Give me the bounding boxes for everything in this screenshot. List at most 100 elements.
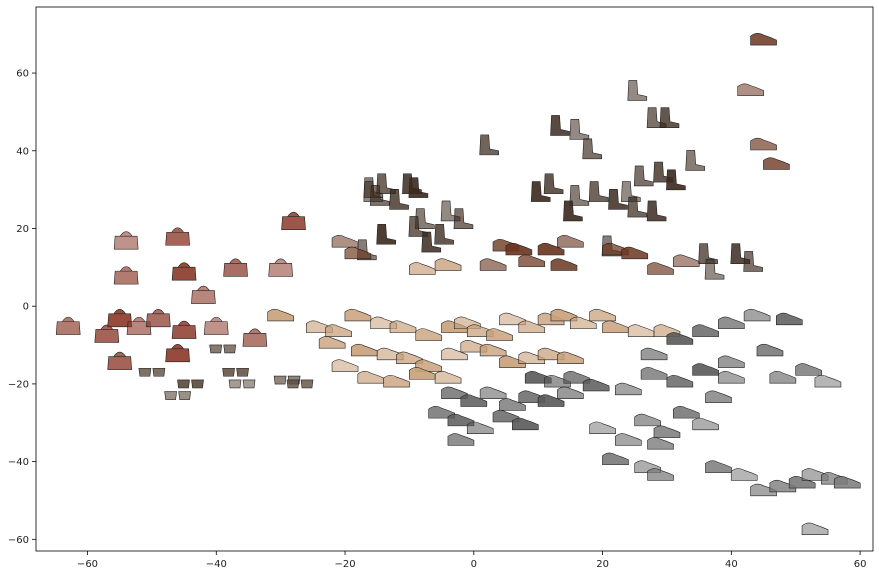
data-point [743,308,771,322]
data-point [557,386,584,399]
data-point [486,328,513,341]
data-point [550,308,578,322]
data-point [512,417,539,431]
x-tick-label: −40 [206,559,227,570]
data-point [627,324,655,337]
data-point [550,258,578,271]
data-point [705,390,732,403]
series-accessories-sunglasses [138,344,314,400]
data-point [281,211,306,231]
data-point [750,137,777,151]
data-point [369,185,390,206]
data-point [647,468,674,481]
y-tick-label: 0 [23,302,29,313]
data-point [383,374,410,388]
data-point [389,188,409,210]
data-point [126,316,152,335]
data-point [165,344,190,363]
series-handbags [55,211,306,370]
data-point [505,242,533,256]
series-heels-sandals [267,258,681,388]
data-point [268,258,293,277]
data-point [588,181,609,202]
data-point [55,316,81,335]
data-point [666,374,694,388]
data-point [672,406,700,419]
data-point [466,421,494,434]
data-point [530,181,551,202]
data-point [608,188,628,210]
data-point [769,371,797,384]
x-tick-label: 40 [725,559,738,570]
data-point [659,107,680,128]
data-point [499,398,526,411]
series-boots [357,80,763,280]
data-point [434,258,462,271]
data-point [582,138,603,160]
data-point [627,196,648,218]
data-point [228,379,256,389]
data-point [441,347,468,361]
data-point [537,394,565,407]
data-point [107,351,133,370]
axes: −60 −40 −20 0 20 40 60 −60 −40 −20 0 20 40 60 [8,69,867,570]
data-point [743,251,763,272]
data-point [814,374,842,388]
data-point [621,246,649,260]
data-point [557,351,584,365]
data-point [589,308,616,322]
plot-frame [35,6,874,552]
data-point [138,367,166,377]
data-point [165,227,190,246]
data-point [518,320,546,333]
data-point [409,367,436,380]
data-point [550,115,570,136]
data-point [647,437,674,450]
data-point [589,421,616,434]
data-point [653,425,681,438]
data-point [415,359,443,372]
data-point [177,379,204,389]
data-point [633,165,654,187]
data-point [344,246,372,260]
data-point [479,134,499,156]
data-point [447,413,475,427]
data-point [171,320,197,339]
data-point [518,254,546,267]
data-point [408,177,429,198]
data-point [421,231,442,253]
data-point [627,80,648,101]
data-point [479,343,507,357]
data-point [164,391,191,400]
data-point [718,371,745,384]
data-point [428,406,455,419]
data-point [718,355,745,368]
data-point [615,433,642,446]
data-point [705,460,732,473]
data-point [222,367,249,377]
data-point [447,433,475,446]
data-point [434,223,454,245]
data-point [389,320,417,333]
data-point [557,235,584,248]
data-point [692,363,719,376]
y-tick-label: −40 [8,457,29,468]
data-point [331,235,359,248]
x-tick-label: 20 [596,559,609,570]
data-point [640,347,668,361]
data-point [113,231,139,250]
data-point [415,328,443,341]
data-point [242,328,268,347]
data-point [730,468,758,481]
y-tick-label: 40 [16,146,29,157]
data-point [692,417,719,431]
data-point [344,308,372,322]
x-tick-label: −20 [334,559,355,570]
y-tick-label: −60 [8,535,29,546]
data-point [543,173,564,195]
data-point [209,344,237,354]
data-point [801,522,829,535]
data-point [750,33,777,46]
data-point [191,285,216,304]
data-point [647,262,674,275]
